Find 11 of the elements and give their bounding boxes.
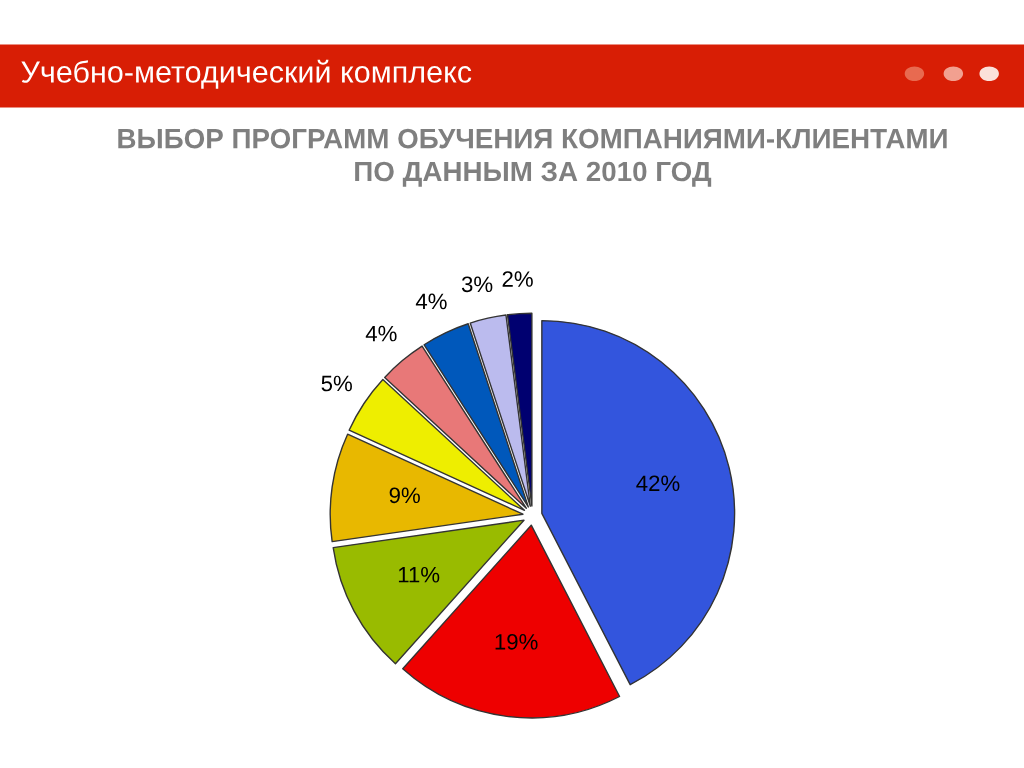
data-label: 3%: [461, 276, 493, 293]
data-label: 4%: [365, 325, 397, 342]
data-label: 2%: [502, 271, 533, 287]
data-label: 9%: [389, 487, 420, 504]
text: Учебно-методический комплекс: [21, 59, 472, 89]
data-label: 19%: [495, 633, 538, 650]
data-label: 5%: [321, 375, 352, 392]
chart-title: ВЫБОР ПРОГРАММ ОБУЧЕНИЯ КОМПАНИЯМИ-КЛИЕНТАМИ ПО ДАННЫМ ЗА 2010 ГОД: [118, 128, 947, 187]
data-label: 11%: [398, 566, 440, 583]
data-label: 4%: [415, 293, 447, 310]
data-label: 42%: [636, 475, 680, 492]
